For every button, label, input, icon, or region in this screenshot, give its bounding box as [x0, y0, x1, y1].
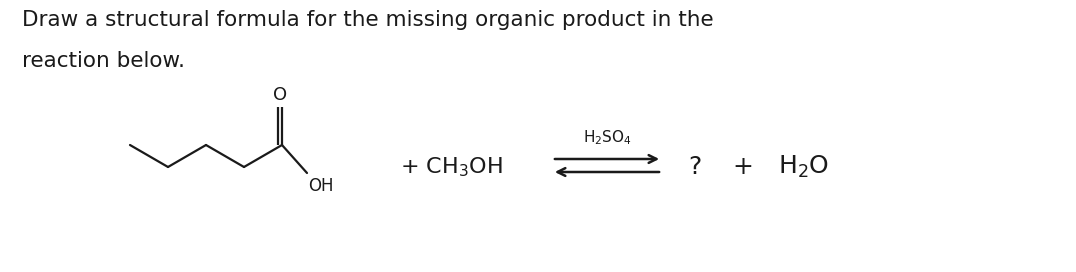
Text: reaction below.: reaction below.	[22, 51, 185, 71]
Text: H$_2$SO$_4$: H$_2$SO$_4$	[582, 128, 632, 147]
Text: Draw a structural formula for the missing organic product in the: Draw a structural formula for the missin…	[22, 10, 713, 30]
Text: H$_2$O: H$_2$O	[778, 154, 830, 180]
Text: + CH$_3$OH: + CH$_3$OH	[400, 155, 502, 179]
Text: O: O	[273, 86, 287, 104]
Text: OH: OH	[308, 177, 334, 195]
Text: +: +	[732, 155, 753, 179]
Text: ?: ?	[688, 155, 702, 179]
